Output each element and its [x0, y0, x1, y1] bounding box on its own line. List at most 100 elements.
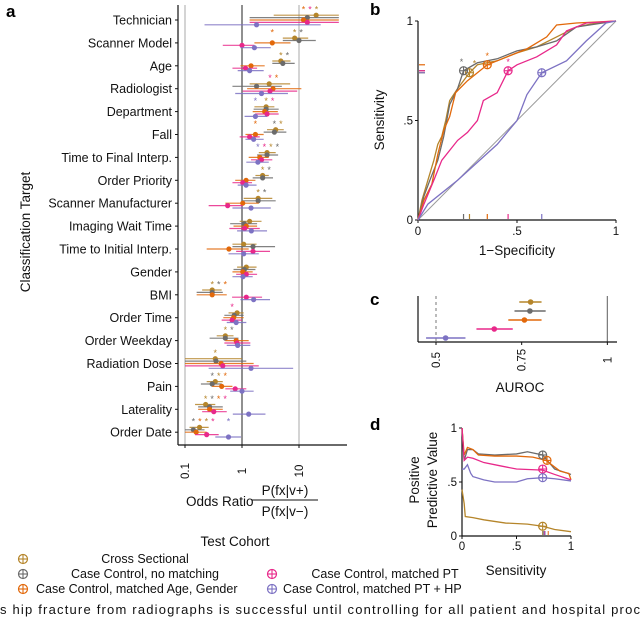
category-label: Department [107, 105, 173, 119]
significance-star: * [279, 119, 283, 129]
significance-star: * [302, 5, 306, 15]
legend-label: Case Control, matched PT [311, 567, 459, 581]
significance-star: * [267, 165, 271, 175]
legend-label: Cross Sectional [101, 552, 189, 566]
odds-ratio-point [304, 15, 310, 21]
significance-star: * [192, 417, 196, 427]
category-label: Order Weekday [85, 334, 173, 348]
legend-item: Case Control, matched Age, Gender [17, 582, 238, 596]
odds-ratio-point [296, 37, 302, 44]
significance-star: * [217, 279, 221, 289]
ppv-curve-plot: 00 .5 .5 1 1 [447, 423, 574, 553]
odds-ratio-point [243, 182, 249, 188]
panel-b-xlabel: 1−Specificity [479, 243, 555, 258]
odds-ratio-point [193, 429, 199, 435]
operating-point-marker [538, 521, 548, 531]
significance-star: * [268, 73, 272, 83]
category-group [229, 218, 268, 234]
odds-ratio-point [213, 358, 219, 364]
significance-star: * [473, 59, 477, 69]
odds-ratio-point [229, 317, 235, 323]
category-label: BMI [150, 288, 172, 302]
legend-label: Case Control, matched PT + HP [283, 582, 462, 596]
ppv-curve-3 [461, 427, 572, 481]
category-label: Laterality [121, 403, 172, 417]
category-label: Imaging Wait Time [69, 220, 172, 234]
odds-ratio-point [258, 90, 265, 97]
x-tick-label: 0 [459, 541, 465, 553]
odds-ratio-point [203, 401, 209, 408]
panel-b-ylabel: Sensitivity [372, 89, 387, 150]
y-tick-label: 1 [451, 423, 457, 435]
legend-item: Cross Sectional [17, 552, 189, 566]
circle-plus-icon [266, 568, 278, 580]
operating-point-marker [538, 473, 548, 483]
auroc-plot: 0.5 0.75 1 [417, 296, 617, 371]
category-group: * * [208, 188, 276, 211]
odds-ratio-point [241, 241, 247, 247]
odds-ratio-point [204, 432, 210, 438]
significance-star: * [273, 119, 277, 129]
roc-curve-2 [417, 20, 617, 221]
significance-star: * [256, 142, 260, 152]
legend-item: Case Control, matched PT + HP [266, 582, 462, 596]
odds-ratio-point [233, 319, 239, 326]
category-group: * * [232, 50, 295, 74]
panel-label-b: b [370, 0, 380, 19]
odds-ratio-point [232, 386, 238, 392]
panel-a-xlabel: Odds Ratio [186, 494, 254, 509]
odds-ratio-point [196, 424, 203, 430]
category-label: Gender [130, 265, 172, 279]
circle-plus-icon [17, 568, 29, 580]
legend-title: Test Cohort [200, 534, 269, 549]
significance-star: * [205, 417, 209, 427]
category-group: * [185, 348, 294, 371]
x-tick-label: 1 [613, 226, 619, 238]
category-group: * * * * * [185, 417, 241, 440]
significance-star: * [217, 394, 221, 404]
category-group: * * * [204, 5, 339, 28]
auroc-point [527, 308, 533, 314]
category-group: * [221, 302, 247, 326]
odds-ratio-point [264, 111, 270, 117]
x-tick-label: 0.1 [180, 463, 192, 479]
auroc-point [491, 326, 498, 332]
odds-ratio-point [209, 292, 215, 298]
category-group: * * * [239, 119, 287, 142]
odds-ratio-point [209, 381, 215, 387]
auroc-point [527, 299, 534, 305]
category-group: * * * [200, 371, 254, 394]
significance-star: * [223, 279, 227, 289]
odds-ratio-point [240, 200, 246, 206]
auroc-point [521, 317, 528, 323]
odds-ratio-point [243, 294, 249, 300]
odds-ratio-point [241, 251, 247, 257]
odds-ratio-point [247, 68, 253, 74]
category-group: * * [232, 165, 274, 188]
significance-star: * [214, 348, 218, 358]
odds-ratio-point [264, 152, 270, 158]
significance-star: * [269, 142, 273, 152]
significance-star: * [506, 57, 510, 67]
odds-ratio-point [242, 65, 249, 71]
odds-ratio-point [292, 35, 298, 41]
odds-ratio-point [247, 218, 253, 224]
odds-ratio-point [248, 365, 254, 371]
circle-plus-icon [266, 583, 278, 595]
category-group [206, 241, 276, 257]
odds-ratio-point [226, 246, 232, 252]
odds-ratio-point [211, 409, 217, 415]
legend-item: Case Control, no matching [17, 567, 219, 581]
significance-star: * [299, 27, 303, 37]
circle-plus-icon [17, 553, 29, 565]
caption-fragment: s hip fracture from radiographs is succe… [0, 602, 640, 617]
y-tick-label: .5 [403, 116, 413, 128]
odds-ratio-point [248, 63, 254, 69]
significance-star: * [264, 96, 268, 106]
legend-item: Case Control, matched PT [266, 567, 459, 581]
category-label: Order Priority [98, 174, 173, 188]
odds-ratio-point [269, 40, 275, 46]
odds-ratio-point [250, 248, 256, 254]
operating-point-marker [482, 60, 492, 70]
significance-star: * [271, 27, 275, 37]
